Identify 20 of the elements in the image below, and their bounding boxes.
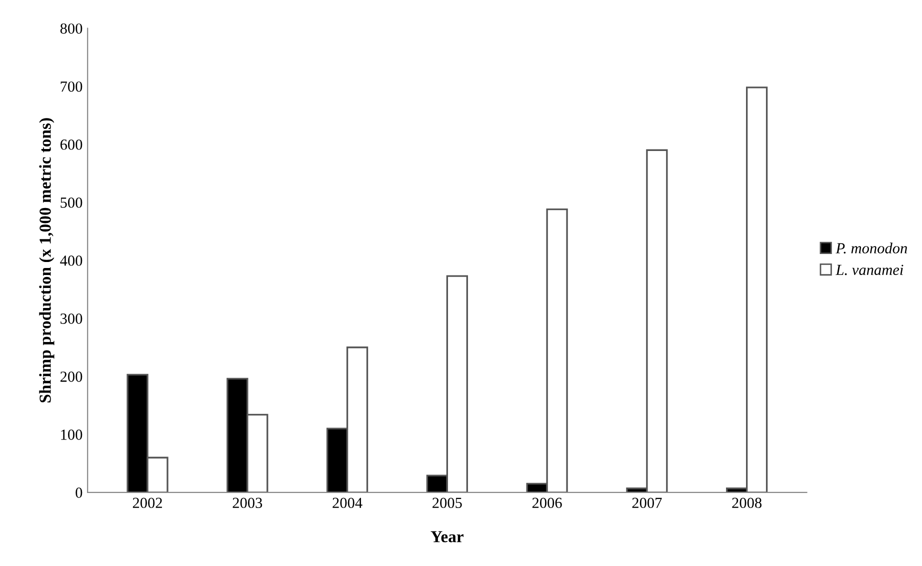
y-tick-label: 800	[60, 23, 82, 34]
y-tick-label: 400	[60, 256, 82, 266]
y-tick-label: 700	[60, 81, 82, 92]
x-tick-label: 2006	[532, 498, 562, 508]
legend-label: P. monodon	[836, 242, 908, 254]
legend-label: L. vanamei	[836, 264, 904, 276]
y-tick-label: 0	[76, 488, 82, 498]
y-tick-label: 500	[60, 197, 82, 208]
y-tick-label: 200	[60, 372, 82, 382]
x-tick-label: 2003	[232, 498, 262, 508]
y-axis-title: Shrimp production (x 1,000 metric tons)	[39, 118, 54, 402]
x-tick-label: 2002	[132, 498, 162, 508]
x-axis-title: Year	[430, 531, 464, 542]
y-tick-label: 300	[60, 314, 82, 324]
x-tick-label: 2005	[432, 498, 462, 508]
x-tick-label: 2007	[632, 498, 662, 508]
y-tick-label: 100	[61, 430, 82, 440]
y-tick-label: 600	[60, 139, 82, 150]
x-tick-label: 2008	[732, 498, 762, 508]
x-tick-label: 2004	[332, 498, 362, 508]
